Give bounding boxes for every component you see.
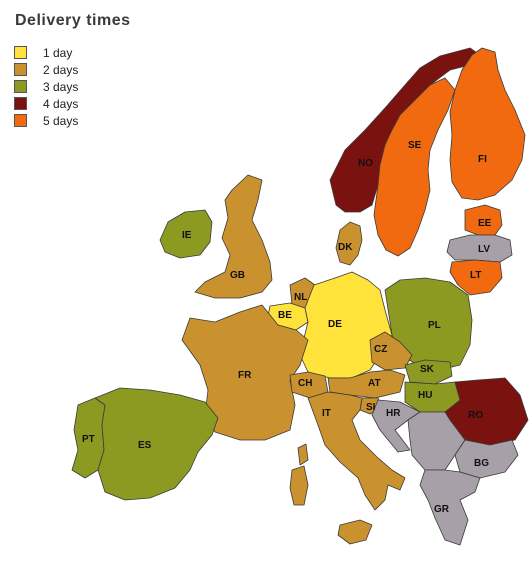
country-cz[interactable]: [369, 331, 413, 371]
legend-label: 3 days: [43, 79, 79, 94]
label-de: DE: [328, 319, 342, 330]
legend-swatch: [14, 97, 27, 110]
country-labels: NO SE FI EE LV LT IE GB DK NL BE DE PL C…: [82, 140, 492, 515]
country-de[interactable]: [299, 271, 393, 379]
legend-swatch: [14, 63, 27, 76]
legend-item-4-days: 4 days: [14, 95, 78, 112]
label-se: SE: [408, 140, 422, 151]
label-es: ES: [138, 440, 152, 451]
label-hu: HU: [418, 390, 432, 401]
legend-swatch: [14, 80, 27, 93]
island-sicily[interactable]: [337, 519, 373, 545]
label-bg: BG: [474, 458, 489, 469]
country-es[interactable]: [94, 387, 219, 501]
label-si: SI: [366, 402, 376, 413]
legend-item-1-day: 1 day: [14, 44, 78, 61]
country-no[interactable]: [329, 47, 481, 213]
label-ie: IE: [182, 230, 192, 241]
legend-swatch: [14, 46, 27, 59]
label-gr: GR: [434, 504, 450, 515]
map-title: Delivery times: [15, 12, 131, 29]
label-cz: CZ: [374, 344, 387, 355]
label-lt: LT: [470, 270, 481, 281]
label-fr: FR: [238, 370, 252, 381]
country-ee[interactable]: [464, 204, 503, 236]
island-sardinia[interactable]: [289, 465, 309, 506]
label-sk: SK: [420, 364, 435, 375]
legend-label: 4 days: [43, 96, 79, 111]
country-bg[interactable]: [454, 439, 519, 479]
label-ee: EE: [478, 218, 492, 229]
label-pt: PT: [82, 434, 95, 445]
country-se[interactable]: [373, 77, 456, 257]
label-be: BE: [278, 310, 292, 321]
legend-swatch: [14, 114, 27, 127]
country-gb[interactable]: [194, 174, 273, 299]
legend: 1 day 2 days 3 days 4 days 5 days: [14, 44, 78, 129]
label-dk: DK: [338, 242, 353, 253]
label-it: IT: [322, 408, 331, 419]
legend-label: 2 days: [43, 62, 79, 77]
legend-label: 1 day: [43, 45, 73, 60]
label-fi: FI: [478, 154, 487, 165]
legend-item-3-days: 3 days: [14, 78, 78, 95]
label-pl: PL: [428, 320, 441, 331]
country-dk[interactable]: [335, 221, 363, 266]
label-ch: CH: [298, 378, 312, 389]
label-at: AT: [368, 378, 381, 389]
country-hr[interactable]: [371, 399, 421, 453]
country-lt[interactable]: [449, 259, 503, 296]
country-fr[interactable]: [181, 304, 309, 441]
label-ro: RO: [468, 410, 483, 421]
label-gb: GB: [230, 270, 245, 281]
label-no: NO: [358, 158, 373, 169]
country-gr[interactable]: [419, 469, 481, 546]
label-nl: NL: [294, 292, 307, 303]
island-corsica[interactable]: [297, 443, 309, 466]
label-hr: HR: [386, 408, 401, 419]
legend-item-2-days: 2 days: [14, 61, 78, 78]
legend-label: 5 days: [43, 113, 79, 128]
country-ie[interactable]: [159, 209, 213, 259]
label-lv: LV: [478, 244, 490, 255]
country-lv[interactable]: [446, 234, 513, 263]
legend-item-5-days: 5 days: [14, 112, 78, 129]
country-fi[interactable]: [449, 47, 526, 201]
country-it[interactable]: [307, 391, 406, 511]
